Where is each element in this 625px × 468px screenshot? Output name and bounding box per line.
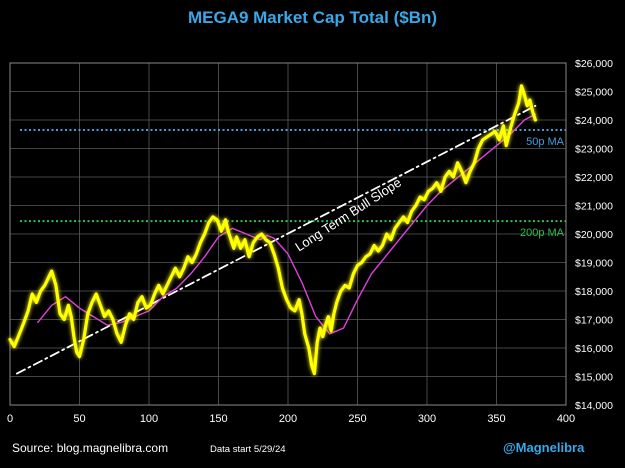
ma-series-line (37, 113, 537, 335)
source-text: Source: blog.magnelibra.com (12, 441, 169, 455)
x-tick-label: 300 (418, 413, 436, 425)
y-tick-label: $14,000 (575, 400, 613, 412)
x-tick-label: 250 (348, 413, 366, 425)
y-tick-label: $20,000 (575, 229, 613, 241)
annotation-text: Long Term Bull Slope (292, 175, 404, 255)
y-tick-label: $21,000 (575, 201, 613, 213)
x-tick-label: 100 (140, 413, 158, 425)
x-tick-label: 50 (73, 413, 85, 425)
y-tick-label: $19,000 (575, 258, 613, 270)
y-tick-label: $24,000 (575, 115, 613, 127)
y-tick-label: $22,000 (575, 172, 613, 184)
y-tick-label: $16,000 (575, 343, 613, 355)
reference-lines: 50p MA 200p MA (20, 128, 566, 239)
x-tick-label: 200 (279, 413, 297, 425)
y-tick-label: $23,000 (575, 144, 613, 156)
tick-labels: 0 50 100 150 200 250 300 350 400$14,000 $15,000 $1… (7, 58, 613, 425)
x-tick-label: 150 (209, 413, 227, 425)
author-handle: @Magnelibra (503, 440, 585, 455)
price-series-line (8, 84, 537, 376)
y-tick-label: $17,000 (575, 315, 613, 327)
x-tick-label: 350 (487, 413, 505, 425)
y-tick-label: $18,000 (575, 286, 613, 298)
x-tick-label: 0 (7, 413, 13, 425)
chart-title: MEGA9 Market Cap Total ($Bn) (187, 8, 438, 27)
series-group (8, 84, 537, 376)
y-tick-label: $25,000 (575, 87, 613, 99)
x-tick-label: 400 (557, 413, 575, 425)
y-tick-label: $15,000 (575, 372, 613, 384)
plot-frame (9, 62, 567, 406)
y-tick-label: $26,000 (575, 58, 613, 70)
annotations: Long Term Bull Slope (292, 175, 404, 255)
reference-line-label: 50p MA (526, 136, 565, 148)
reference-line-label: 200p MA (520, 227, 565, 239)
data-start-text: Data start 5/29/24 (210, 444, 286, 455)
